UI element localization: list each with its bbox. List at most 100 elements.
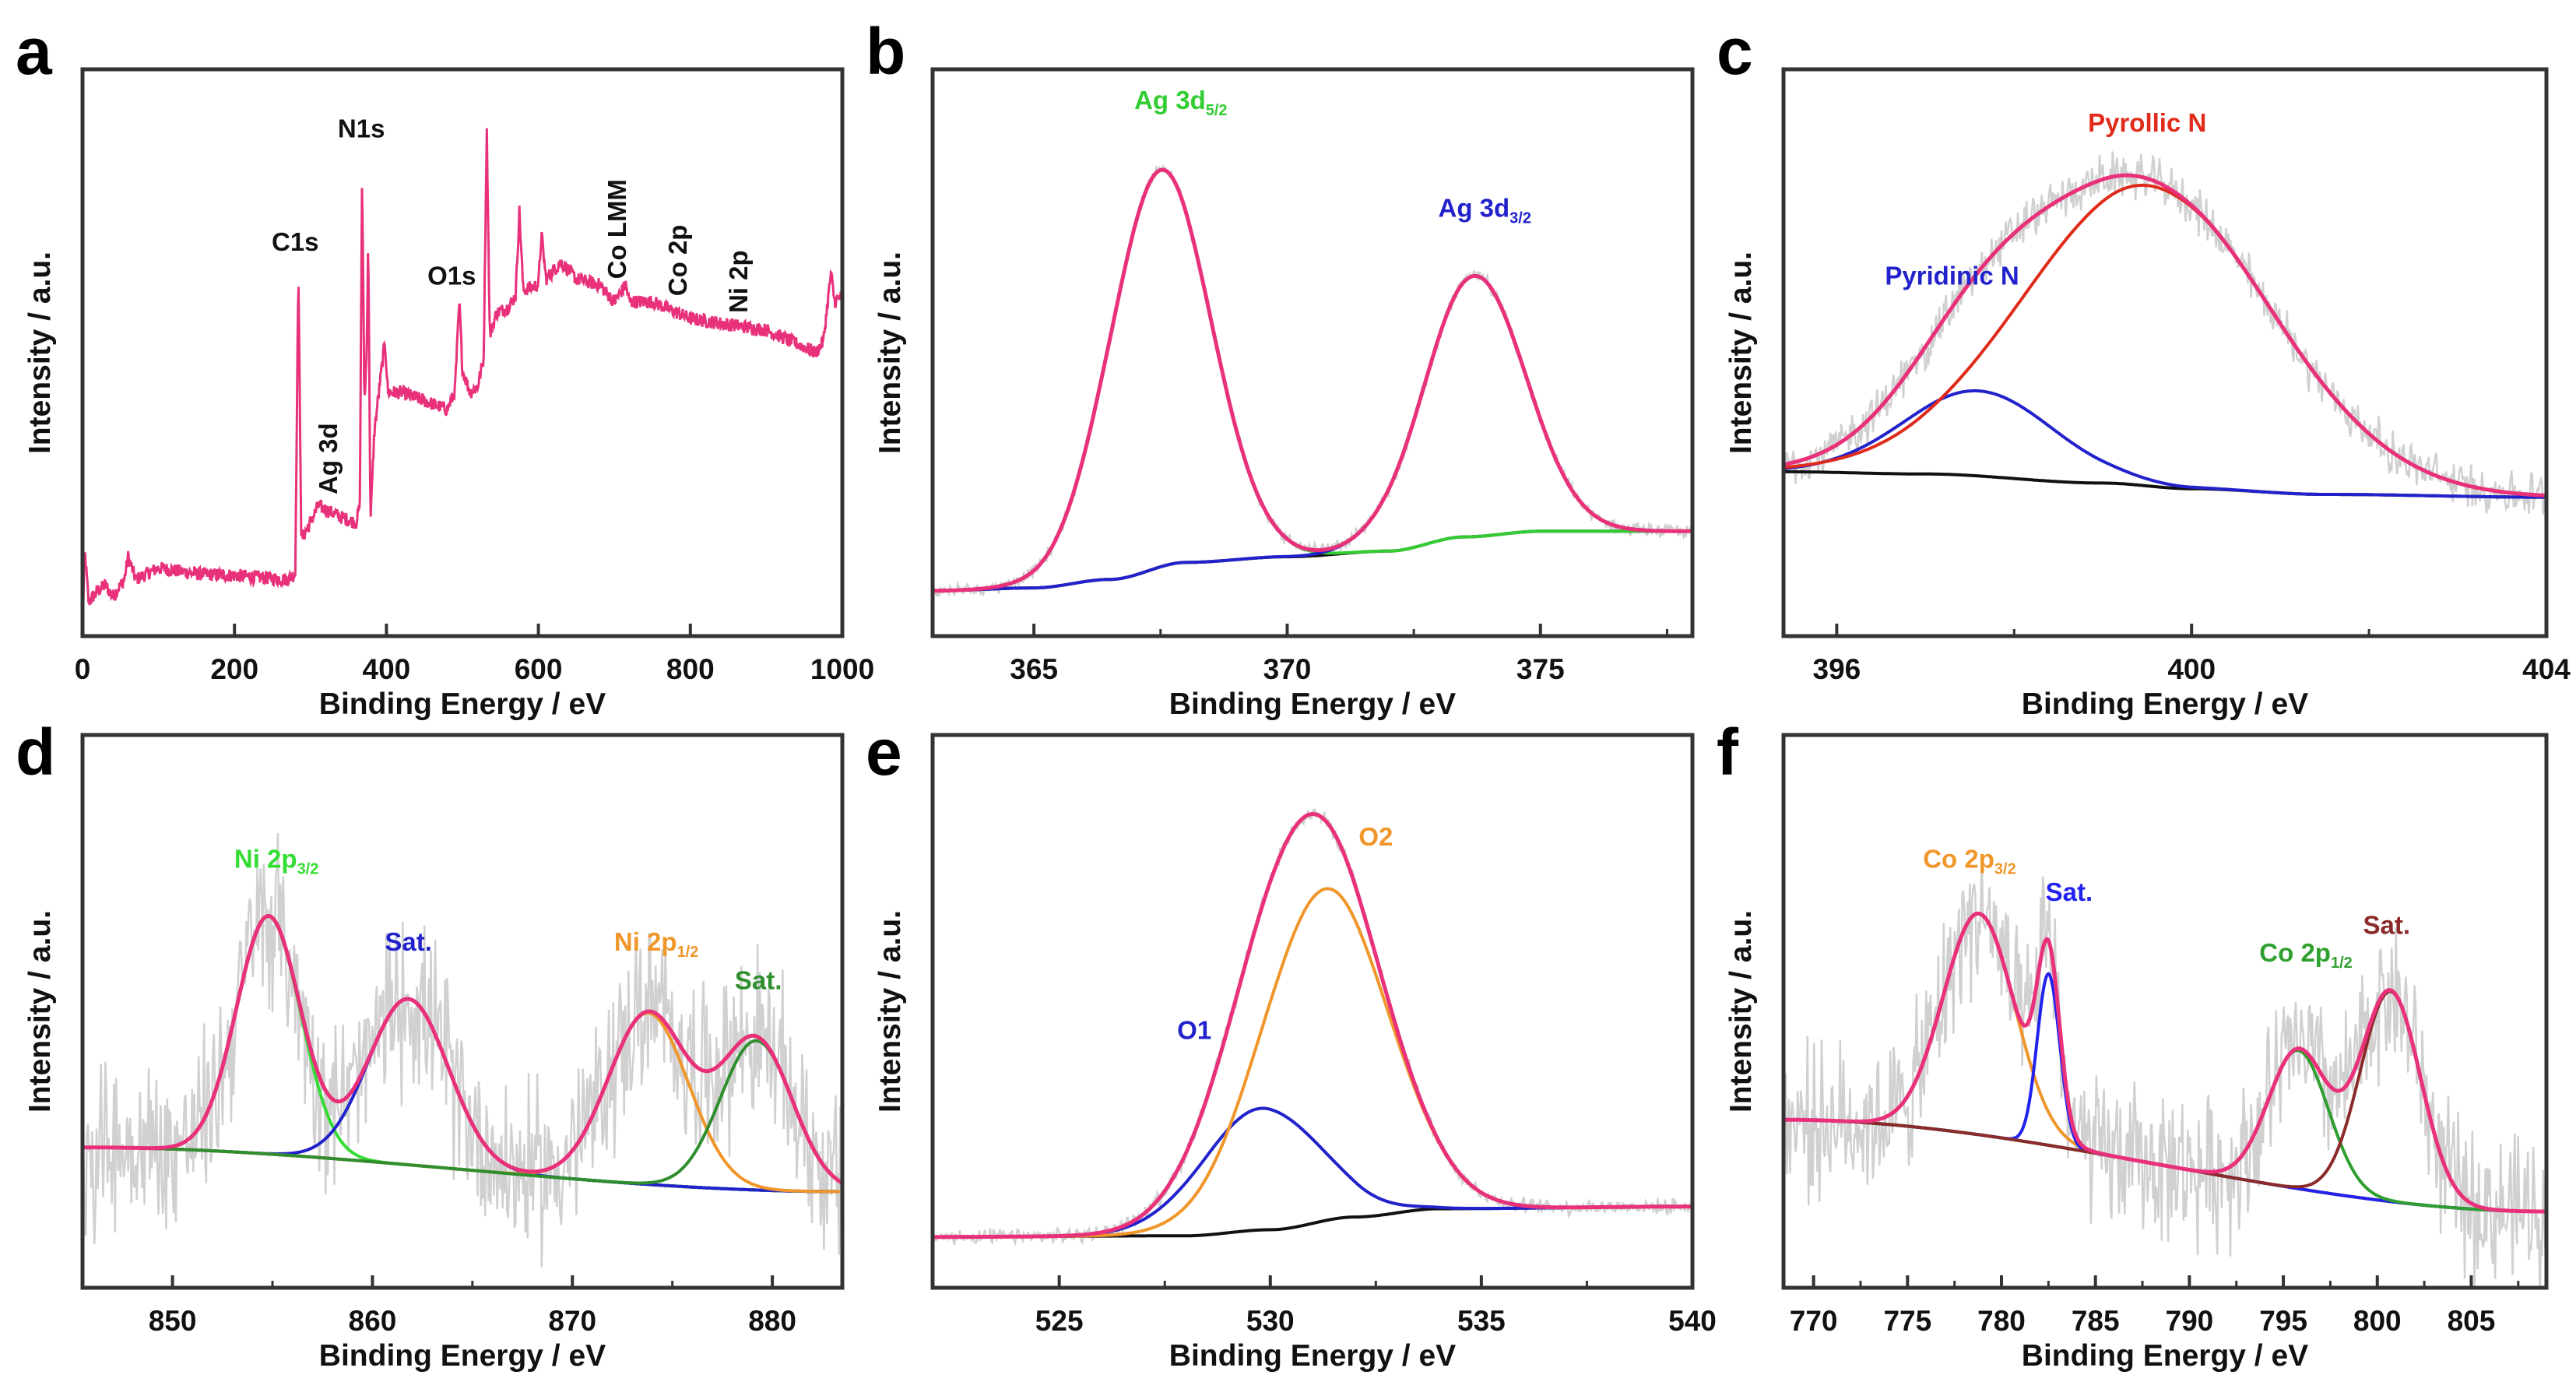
annotation-text: Sat. <box>385 927 432 956</box>
x-tick-label: 530 <box>1246 1305 1295 1337</box>
peak-annotation: Co 2p1/2 <box>2259 938 2352 972</box>
x-axis-label: Binding Energy / eV <box>2022 1339 2308 1373</box>
panel-letter: b <box>866 15 905 88</box>
x-tick-label: 375 <box>1516 653 1565 685</box>
peak-annotation: Ag 3d <box>314 423 343 494</box>
peak-annotation: Pyridinic N <box>1885 262 2019 290</box>
x-tick-label: 600 <box>515 653 563 685</box>
annotation-subscript: 3/2 <box>1509 209 1531 227</box>
plot-area <box>1784 855 2546 1288</box>
annotation-text: Sat. <box>735 966 782 995</box>
plot-frame <box>1781 67 2549 638</box>
peak-annotation: Sat. <box>385 927 432 956</box>
annotation-text: Ni 2p <box>614 927 677 956</box>
peak-annotation: O1s <box>427 262 476 290</box>
x-tick-label: 795 <box>2259 1305 2307 1337</box>
panel-letter: f <box>1717 716 1739 789</box>
plot-area <box>1784 151 2546 517</box>
panel-letter: c <box>1717 15 1753 88</box>
annotation-text: Ni 2p <box>724 250 753 313</box>
annotation-text: C1s <box>272 227 319 256</box>
x-tick-label: 0 <box>75 653 91 685</box>
x-tick-label: 860 <box>349 1305 397 1337</box>
panel-a: 0 200 400 600 800 1000 Binding Energy / eV Inte… <box>16 15 874 721</box>
peak-annotation: Ag 3d5/2 <box>1134 86 1227 119</box>
peak-annotation: Sat. <box>2046 877 2093 906</box>
plot-area <box>83 128 842 625</box>
annotation-text: N1s <box>338 114 385 142</box>
x-tick-label: 525 <box>1035 1305 1084 1337</box>
annotation-subscript: 3/2 <box>1994 860 2016 877</box>
peak-annotation: Ni 2p3/2 <box>234 844 319 877</box>
plot-area <box>933 163 1692 598</box>
envelope-fit-line <box>933 167 1692 593</box>
x-tick-label: 400 <box>363 653 411 685</box>
peak-annotation: O1 <box>1177 1016 1211 1045</box>
annotation-subscript: 1/2 <box>677 944 699 961</box>
annotation-text: Sat. <box>2363 911 2411 940</box>
annotation-text: O1s <box>427 262 476 290</box>
survey-spectrum-line <box>83 128 842 625</box>
annotation-text: Co 2p <box>1923 844 1994 873</box>
peak-annotation: O2 <box>1358 822 1393 851</box>
panel-e: 525 530 535 540 Binding Energy / eV Intensity… <box>866 716 1717 1373</box>
x-tick-label: 404 <box>2522 653 2571 685</box>
panel-letter: e <box>866 716 902 789</box>
y-axis-label: Intensity / a.u. <box>873 910 907 1113</box>
peak-annotation: C1s <box>272 227 319 256</box>
peak-annotation: Pyrollic N <box>2088 108 2206 137</box>
annotation-text: Sat. <box>2046 877 2093 906</box>
x-tick-label: 400 <box>2167 653 2216 685</box>
annotation-text: Ag 3d <box>314 423 343 494</box>
peak-annotation: Sat. <box>735 966 782 995</box>
peak-annotation: Ag 3d3/2 <box>1438 193 1530 227</box>
component-peak-o1 <box>933 1106 1692 1239</box>
raw-data-line <box>1784 855 2546 1288</box>
x-tick-label: 775 <box>1883 1305 1931 1337</box>
annotation-text: Ag 3d <box>1134 86 1206 114</box>
component-peak-ag-3d5-2 <box>933 168 1692 593</box>
plot-frame <box>1781 733 2549 1290</box>
panel-letter: d <box>16 716 55 789</box>
peak-annotation: Ni 2p1/2 <box>614 927 699 961</box>
annotation-text: O2 <box>1358 822 1393 851</box>
component-peak-ag-3d3-2 <box>933 274 1692 593</box>
plot-frame <box>80 67 845 638</box>
x-tick-label: 780 <box>1977 1305 2026 1337</box>
panel-f: 770 775 780 785 790 795 800 805 Binding Energy /… <box>1717 716 2549 1373</box>
x-tick-label: 770 <box>1790 1305 1838 1337</box>
x-axis-label: Binding Energy / eV <box>319 1339 606 1373</box>
x-axis-label: Binding Energy / eV <box>2022 687 2308 721</box>
x-tick-label: 800 <box>2353 1305 2402 1337</box>
component-peak-pyridinic-n <box>1784 389 2546 499</box>
panel-d: 850 860 870 880 Binding Energy / eV Intensity… <box>16 716 845 1373</box>
x-tick-label: 850 <box>149 1305 197 1337</box>
y-axis-label: Intensity / a.u. <box>1724 910 1758 1113</box>
x-tick-label: 540 <box>1668 1305 1717 1337</box>
y-axis-label: Intensity / a.u. <box>873 251 907 454</box>
x-tick-label: 535 <box>1457 1305 1506 1337</box>
peak-annotation: Ni 2p <box>724 250 753 313</box>
x-tick-label: 200 <box>210 653 258 685</box>
annotation-text: Pyridinic N <box>1885 262 2019 290</box>
y-axis-label: Intensity / a.u. <box>1724 251 1758 454</box>
panel-b: 365 370 375 Binding Energy / eV Intensity / … <box>866 15 1695 721</box>
panel-letter: a <box>16 15 53 88</box>
envelope-fit-line <box>1784 911 2546 1214</box>
peak-annotation: Co LMM <box>603 179 631 279</box>
plot-area <box>933 808 1692 1247</box>
x-tick-label: 370 <box>1263 653 1312 685</box>
annotation-text: O1 <box>1177 1016 1211 1045</box>
x-axis-label: Binding Energy / eV <box>319 687 606 721</box>
annotation-text: Co 2p <box>663 225 692 297</box>
annotation-text: Ag 3d <box>1438 193 1509 222</box>
raw-data-line <box>83 833 842 1268</box>
x-tick-label: 805 <box>2448 1305 2496 1337</box>
annotation-text: Co 2p <box>2259 938 2331 967</box>
annotation-text: Ni 2p <box>234 844 297 873</box>
plot-frame <box>930 67 1695 638</box>
raw-data-line <box>933 808 1692 1247</box>
panel-c: 396 400 404 Binding Energy / eV Intensity / … <box>1717 15 2571 721</box>
annotation-subscript: 3/2 <box>297 860 319 877</box>
component-peak-pyrollic-n <box>1784 183 2546 498</box>
